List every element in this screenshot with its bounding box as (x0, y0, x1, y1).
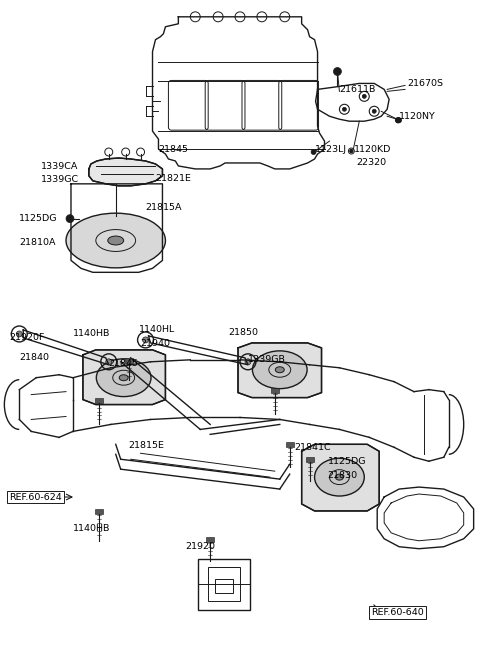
Circle shape (16, 331, 22, 337)
Text: 21920F: 21920F (9, 333, 45, 342)
Text: 1140HB: 1140HB (73, 329, 110, 338)
Circle shape (342, 108, 347, 112)
Circle shape (245, 359, 251, 365)
Text: 1339GB: 1339GB (248, 356, 286, 364)
Text: 21830: 21830 (327, 470, 358, 480)
Ellipse shape (119, 375, 128, 380)
Bar (286, 442, 294, 447)
Ellipse shape (336, 474, 343, 480)
Text: 21810A: 21810A (19, 238, 56, 247)
Ellipse shape (96, 359, 151, 397)
Bar (306, 457, 313, 462)
Text: 21940: 21940 (141, 339, 170, 348)
Circle shape (372, 110, 376, 113)
Text: 1140HB: 1140HB (73, 524, 110, 533)
Circle shape (350, 150, 353, 153)
Circle shape (396, 117, 402, 123)
Polygon shape (301, 444, 379, 511)
Text: 1339CA: 1339CA (41, 163, 79, 171)
Ellipse shape (276, 367, 284, 373)
Bar (271, 388, 279, 393)
Circle shape (143, 337, 148, 343)
Text: 1120KD: 1120KD (354, 144, 392, 154)
Bar (95, 398, 103, 403)
Circle shape (362, 94, 366, 98)
Text: REF.60-624: REF.60-624 (9, 493, 62, 502)
Text: 21821E: 21821E (156, 174, 192, 184)
Bar (215, 579, 233, 594)
Circle shape (396, 117, 401, 123)
Bar (206, 537, 214, 542)
Text: 21840: 21840 (19, 354, 49, 362)
Ellipse shape (252, 351, 307, 388)
Bar (198, 559, 250, 610)
Text: 1140HL: 1140HL (139, 325, 175, 335)
Circle shape (311, 150, 316, 155)
Text: 21850: 21850 (228, 329, 258, 337)
Polygon shape (83, 350, 166, 405)
Text: 1125DG: 1125DG (19, 214, 58, 223)
Bar (125, 358, 132, 363)
Text: 21611B: 21611B (339, 85, 376, 94)
Circle shape (66, 215, 74, 222)
Ellipse shape (314, 459, 364, 496)
Text: REF.60-640: REF.60-640 (371, 608, 424, 617)
Text: 1125DG: 1125DG (327, 457, 366, 466)
Text: 21845: 21845 (158, 144, 189, 154)
Text: 21815A: 21815A (145, 203, 182, 212)
Ellipse shape (66, 213, 166, 268)
Text: 21670S: 21670S (407, 79, 443, 88)
Polygon shape (89, 158, 162, 186)
Circle shape (106, 359, 112, 365)
Bar (95, 509, 103, 514)
Text: 21920: 21920 (185, 543, 216, 551)
Text: 21815E: 21815E (129, 441, 165, 450)
Bar (208, 567, 240, 602)
Text: 1123LJ: 1123LJ (314, 144, 347, 154)
Text: 1339GC: 1339GC (41, 175, 79, 184)
Text: 1120NY: 1120NY (399, 112, 436, 121)
Polygon shape (238, 343, 322, 398)
Text: 22320: 22320 (356, 159, 386, 167)
Ellipse shape (108, 236, 124, 245)
Text: 21841C: 21841C (295, 443, 331, 452)
Text: 21845: 21845 (109, 359, 139, 368)
Circle shape (334, 68, 341, 75)
